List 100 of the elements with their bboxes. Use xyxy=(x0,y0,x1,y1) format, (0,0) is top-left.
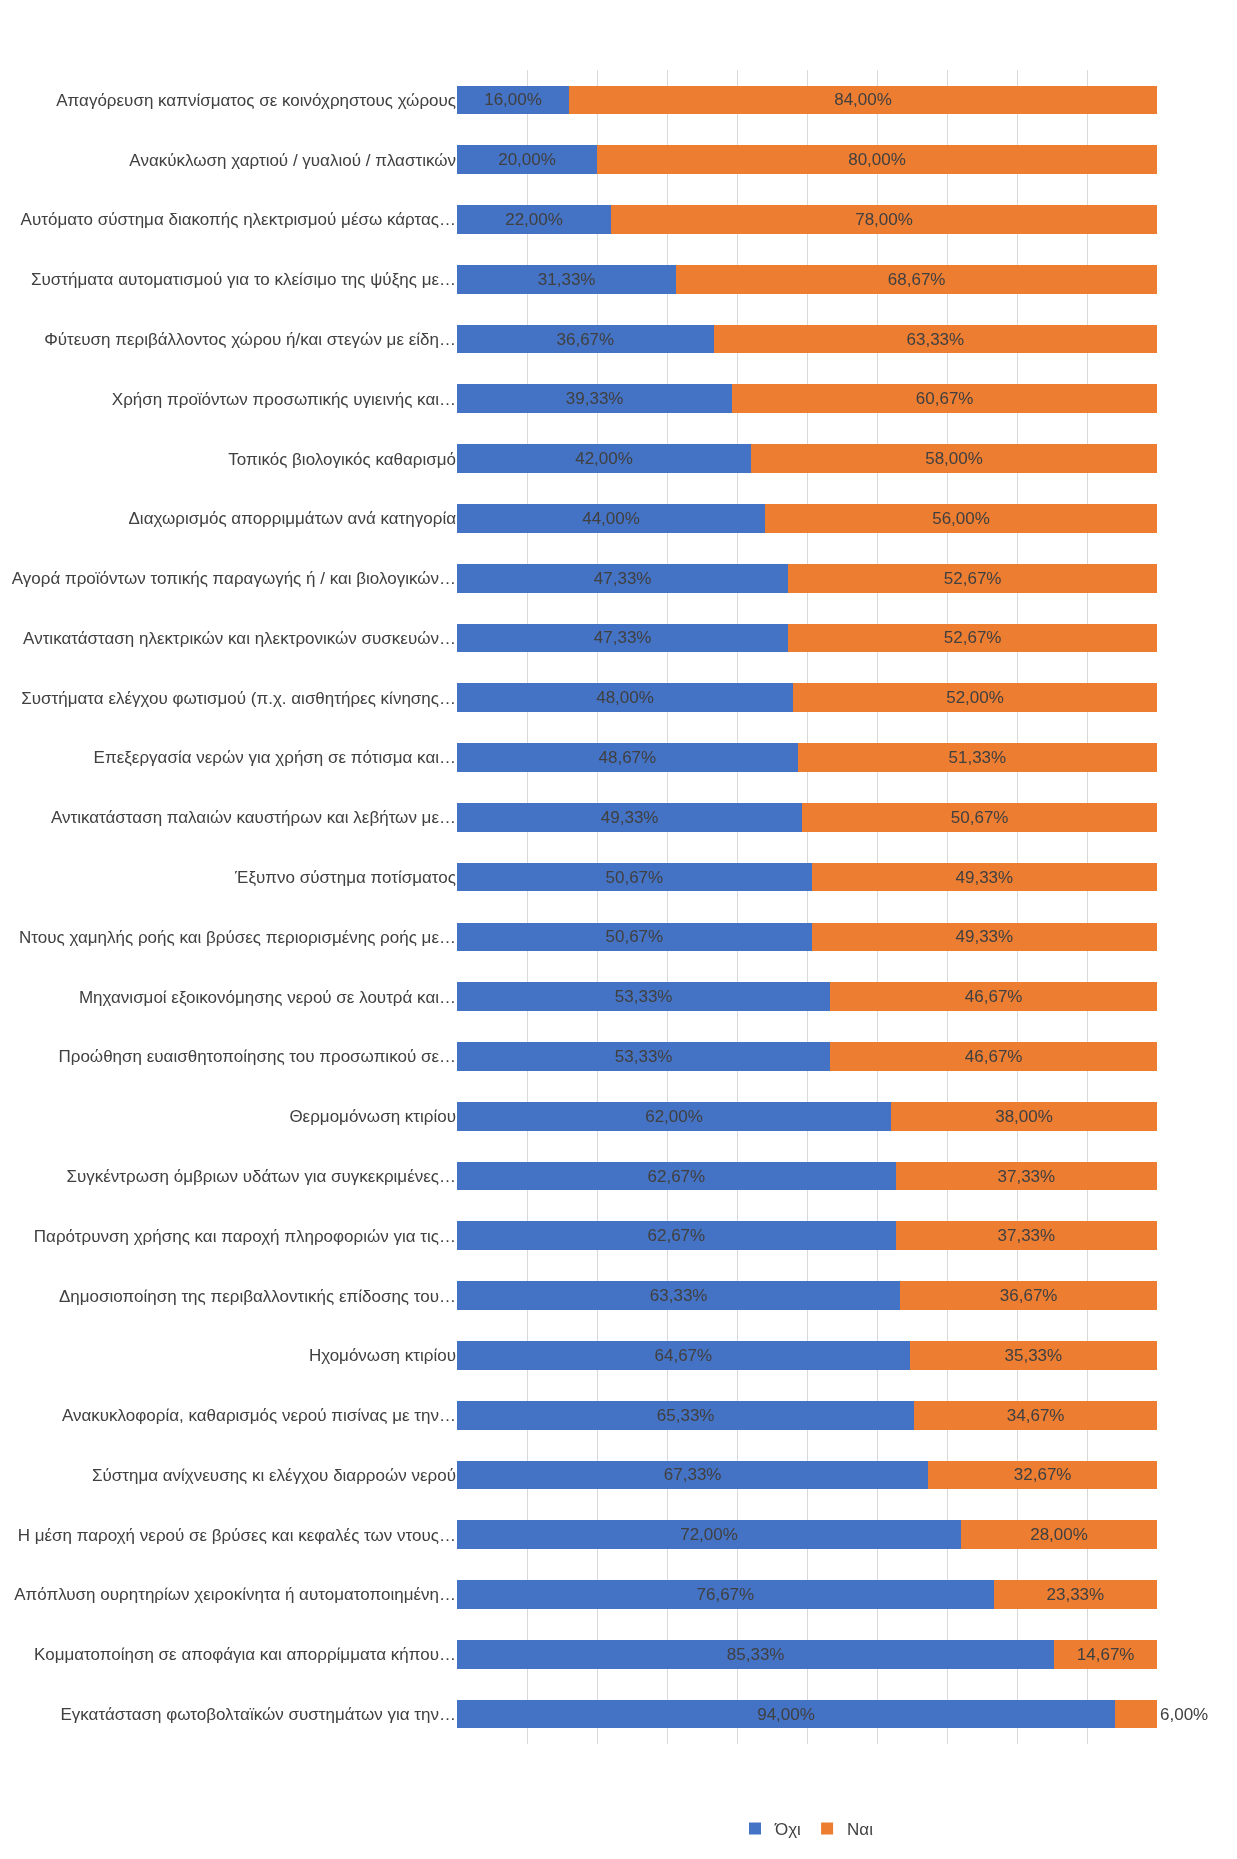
bar xyxy=(457,802,803,832)
bar xyxy=(811,862,1157,892)
data-label: 34,67% xyxy=(1006,1405,1065,1425)
bar xyxy=(457,1639,1055,1669)
data-label: 35,33% xyxy=(1004,1345,1063,1365)
data-label: 47,33% xyxy=(593,628,652,648)
bar xyxy=(457,504,765,533)
data-label: 56,00% xyxy=(932,508,990,528)
bar xyxy=(457,982,831,1012)
bar xyxy=(1115,1699,1157,1729)
data-label: 76,67% xyxy=(696,1585,755,1605)
bar xyxy=(457,563,789,593)
data-label: 48,00% xyxy=(596,688,654,708)
bar xyxy=(895,1161,1157,1191)
data-label: 44,00% xyxy=(582,508,640,528)
data-label: 36,67% xyxy=(556,329,615,349)
y-tick-label: Αντικατάσταση ηλεκτρικών και ηλεκτρονικών συσκευών… xyxy=(23,628,456,648)
legend-label: Ναι xyxy=(847,1820,874,1840)
bar xyxy=(457,1699,1115,1729)
data-label: 62,00% xyxy=(645,1106,703,1126)
bar xyxy=(457,1281,901,1310)
y-tick-label: Έξυπνο σύστημα ποτίσματος xyxy=(234,868,456,888)
data-label: 72,00% xyxy=(680,1525,738,1545)
data-label: 94,00% xyxy=(757,1704,815,1724)
data-label: 49,33% xyxy=(600,807,659,827)
data-label: 58,00% xyxy=(925,449,983,469)
data-label: 64,67% xyxy=(654,1345,713,1365)
y-tick-label: Ντους χαμηλής ροής και βρύσες περιορισμένης ροής με… xyxy=(19,927,456,947)
legend-label: Όχι xyxy=(774,1820,802,1840)
y-tick-label: Διαχωρισμός απορριμμάτων ανά κατηγορία xyxy=(128,509,457,529)
bar xyxy=(797,743,1157,772)
data-label: 52,67% xyxy=(943,568,1002,588)
bar xyxy=(788,623,1157,653)
data-label: 53,33% xyxy=(614,1046,673,1066)
bar xyxy=(788,563,1157,593)
y-tick-label: Παρότρυνση χρήσης και παροχή πληροφοριών για τις… xyxy=(33,1226,456,1246)
y-tick-label: Κομματοποίηση σε αποφάγια και απορρίμματα κήπου… xyxy=(34,1645,456,1665)
data-label: 32,67% xyxy=(1013,1465,1072,1485)
bar xyxy=(751,444,1157,473)
y-tick-label: Επεξεργασία νερών για χρήση σε πότισμα και… xyxy=(93,748,456,768)
data-label: 62,67% xyxy=(647,1166,706,1186)
bar xyxy=(457,1400,915,1430)
data-label: 63,33% xyxy=(649,1286,708,1306)
bar xyxy=(457,683,793,713)
bar xyxy=(457,1460,929,1490)
y-tick-label: Φύτευση περιβάλλοντος χώρου ή/και στεγών με είδη… xyxy=(44,329,456,349)
bar xyxy=(732,384,1157,414)
data-label: 20,00% xyxy=(498,150,556,170)
bar xyxy=(676,264,1157,294)
data-label: 50,67% xyxy=(605,927,664,947)
bar xyxy=(457,743,798,772)
y-tick-label: Τοπικός βιολογικός καθαρισμό xyxy=(228,449,456,469)
bar xyxy=(900,1281,1157,1310)
bar xyxy=(811,922,1157,952)
y-tick-label: Μηχανισμοί εξοικονόμησης νερού σε λουτρά και… xyxy=(78,987,456,1007)
bar xyxy=(895,1221,1157,1251)
data-label: 80,00% xyxy=(848,150,906,170)
bar xyxy=(457,1042,831,1071)
data-label: 60,67% xyxy=(915,389,974,409)
bar xyxy=(457,623,789,653)
y-tick-label: Η μέση παροχή νερού σε βρύσες και κεφαλές των ντους… xyxy=(17,1525,456,1545)
bar xyxy=(457,444,751,473)
data-label: 47,33% xyxy=(593,568,652,588)
data-label: 67,33% xyxy=(663,1465,722,1485)
data-label: 37,33% xyxy=(997,1226,1056,1246)
bar xyxy=(765,504,1157,533)
data-label: 48,67% xyxy=(598,748,657,768)
data-label: 49,33% xyxy=(955,927,1014,947)
data-label: 28,00% xyxy=(1030,1525,1088,1545)
y-tick-label: Συγκέντρωση όμβριων υδάτων για συγκεκριμένες… xyxy=(66,1166,456,1186)
y-tick-label: Αντικατάσταση παλαιών καυστήρων και λεβήτων με… xyxy=(50,808,456,828)
bar xyxy=(457,1520,961,1550)
bar xyxy=(611,205,1157,234)
data-label: 78,00% xyxy=(855,209,913,229)
data-label: 23,33% xyxy=(1046,1585,1105,1605)
y-tick-label: Αυτόματο σύστημα διακοπής ηλεκτρισμού μέσω κάρτας… xyxy=(20,210,456,230)
data-label: 46,67% xyxy=(964,1046,1023,1066)
bar xyxy=(891,1101,1157,1131)
data-label: 37,33% xyxy=(997,1166,1056,1186)
data-label: 84,00% xyxy=(834,90,892,110)
y-tick-label: Συστήματα ελέγχου φωτισμού (π.χ. αισθητήρες κίνησης… xyxy=(21,688,456,708)
bar xyxy=(993,1580,1157,1609)
data-label: 52,67% xyxy=(943,628,1002,648)
bar xyxy=(914,1400,1157,1430)
data-label: 16,00% xyxy=(484,90,542,110)
data-label: 49,33% xyxy=(955,867,1014,887)
bar xyxy=(830,982,1157,1012)
y-tick-label: Ανακυκλοφορία, καθαρισμός νερού πισίνας με την… xyxy=(61,1406,456,1426)
data-label: 62,67% xyxy=(647,1226,706,1246)
y-tick-label: Απαγόρευση καπνίσματος σε κοινόχρηστους χώρους xyxy=(56,90,456,110)
bar xyxy=(961,1520,1157,1550)
data-label: 38,00% xyxy=(995,1106,1053,1126)
y-tick-label: Σύστημα ανίχνευσης κι ελέγχου διαρροών νερού xyxy=(91,1465,456,1485)
bar xyxy=(457,1161,896,1191)
bar xyxy=(457,1101,891,1131)
y-tick-label: Προώθηση ευαισθητοποίησης του προσωπικού σε… xyxy=(58,1047,456,1067)
data-label: 50,67% xyxy=(605,867,664,887)
bar xyxy=(713,324,1157,354)
bar xyxy=(1054,1639,1157,1669)
bar xyxy=(802,802,1157,832)
